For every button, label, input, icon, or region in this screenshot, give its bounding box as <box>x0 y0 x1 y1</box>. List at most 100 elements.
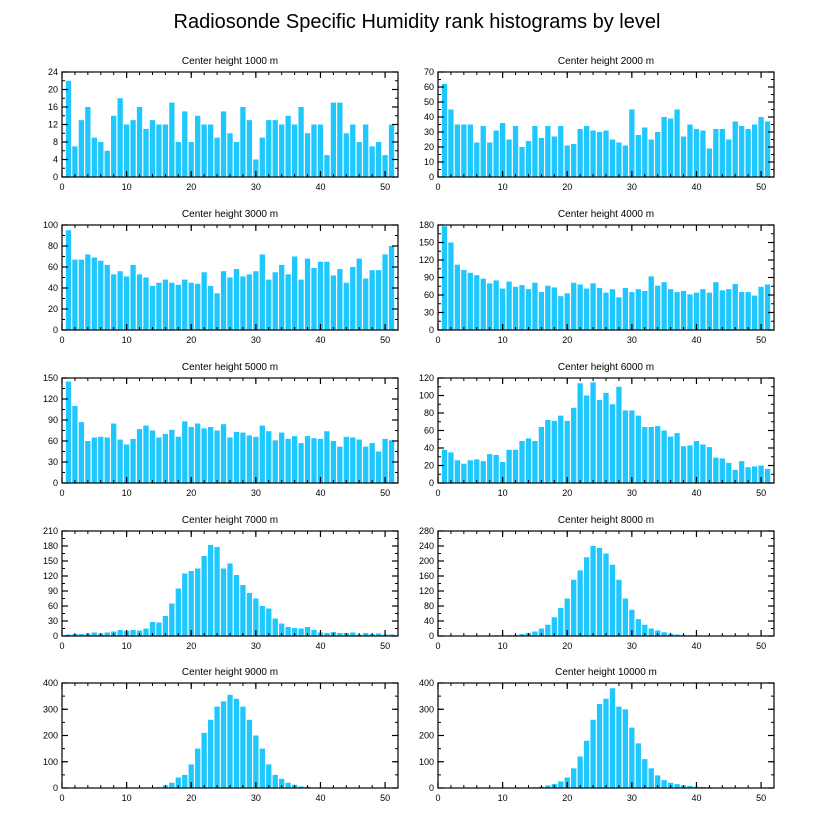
histogram-bar <box>532 282 538 330</box>
histogram-bar <box>291 628 298 636</box>
histogram-bar <box>195 423 201 483</box>
histogram-bar <box>169 102 175 178</box>
histogram-bar <box>603 292 609 330</box>
histogram-bar <box>558 415 564 484</box>
x-tick-label: 30 <box>627 793 637 803</box>
histogram-bar <box>85 107 91 177</box>
histogram-bar <box>454 124 461 177</box>
y-tick-label: 90 <box>424 273 434 283</box>
histogram-bar <box>499 288 506 330</box>
x-tick-label: 20 <box>186 488 196 498</box>
y-tick-label: 30 <box>48 457 58 467</box>
histogram-bar <box>311 438 317 483</box>
y-tick-label: 30 <box>424 308 434 318</box>
histogram-bar <box>603 698 609 788</box>
x-tick-label: 50 <box>756 793 766 803</box>
x-tick-label: 10 <box>498 793 508 803</box>
histogram-bar <box>616 579 622 636</box>
histogram-bar <box>655 285 661 330</box>
x-tick-label: 0 <box>59 335 64 345</box>
histogram-bar <box>616 142 622 177</box>
histogram-bar <box>571 579 577 636</box>
histogram-bar <box>311 124 317 177</box>
histogram-bar <box>175 142 181 177</box>
x-tick-label: 20 <box>186 793 196 803</box>
histogram-bar <box>532 441 538 483</box>
histogram-bar <box>259 606 265 636</box>
histogram-bar <box>78 259 85 330</box>
histogram-bar <box>642 759 648 789</box>
histogram-bar <box>538 427 545 483</box>
histogram-bar <box>622 598 629 636</box>
histogram-bar <box>182 573 188 636</box>
histogram-bar <box>571 282 577 330</box>
histogram-bar <box>246 593 253 636</box>
y-tick-label: 120 <box>43 394 58 404</box>
histogram-bar <box>279 623 285 636</box>
histogram-bar <box>291 436 298 483</box>
y-tick-label: 4 <box>53 155 58 165</box>
y-tick-label: 60 <box>48 436 58 446</box>
histogram-bar <box>655 426 661 484</box>
histogram-bar <box>519 634 525 637</box>
x-tick-label: 40 <box>691 793 701 803</box>
y-tick-label: 12 <box>48 120 58 130</box>
histogram-bar <box>474 275 480 330</box>
histogram-bar <box>493 455 499 483</box>
histogram-bar <box>616 386 622 483</box>
x-tick-label: 50 <box>756 335 766 345</box>
histogram-bar <box>590 546 596 636</box>
y-tick-label: 160 <box>419 571 434 581</box>
histogram-bar <box>272 440 278 483</box>
histogram-bar <box>117 439 123 483</box>
histogram-bar <box>195 115 201 177</box>
x-tick-label: 0 <box>435 182 440 192</box>
histogram-bar <box>609 688 616 788</box>
histogram-bar <box>609 564 616 636</box>
histogram-bar <box>558 126 564 177</box>
histogram-bar <box>182 421 188 483</box>
histogram-bar <box>91 257 97 330</box>
histogram-bar <box>635 415 641 484</box>
histogram-bar <box>545 126 551 177</box>
x-tick-label: 50 <box>380 641 390 651</box>
histogram-bar <box>246 435 253 483</box>
y-tick-label: 0 <box>429 783 434 793</box>
x-tick-label: 30 <box>627 182 637 192</box>
histogram-bar <box>661 780 667 789</box>
histogram-bar <box>253 436 259 483</box>
histogram-bar <box>719 129 725 177</box>
histogram-bar <box>156 437 162 483</box>
histogram-bar <box>616 706 622 789</box>
histogram-bar <box>175 284 181 330</box>
histogram-bar <box>266 431 272 483</box>
histogram-bar <box>764 121 771 177</box>
histogram-bar <box>162 434 169 483</box>
histogram-bar <box>201 272 207 330</box>
histogram-bar <box>363 278 369 330</box>
histogram-bar <box>499 123 506 177</box>
panel-title: Center height 4000 m <box>558 209 654 220</box>
histogram-bar <box>642 427 648 483</box>
histogram-bar <box>356 439 362 483</box>
histogram-bar <box>558 781 564 788</box>
x-tick-label: 30 <box>251 488 261 498</box>
x-tick-label: 50 <box>380 793 390 803</box>
histogram-bar <box>233 142 240 177</box>
histogram-bar <box>143 628 149 636</box>
histogram-panel-8: Center height 8000 m 0 10 20 30 40 50 0 40 80 120 1… <box>419 515 775 651</box>
x-tick-label: 0 <box>59 793 64 803</box>
histogram-bar <box>72 146 78 178</box>
histogram-bar <box>751 124 758 177</box>
panel-title: Center height 10000 m <box>555 667 657 678</box>
histogram-bar <box>713 282 719 330</box>
histogram-bar <box>285 627 291 636</box>
histogram-bar <box>590 382 596 484</box>
y-tick-label: 40 <box>424 112 434 122</box>
histogram-bar <box>590 719 596 788</box>
histogram-bar <box>298 107 304 177</box>
histogram-bar <box>85 441 91 483</box>
histogram-bar <box>751 466 758 484</box>
histogram-bar <box>175 436 181 483</box>
histogram-bar <box>91 632 97 636</box>
